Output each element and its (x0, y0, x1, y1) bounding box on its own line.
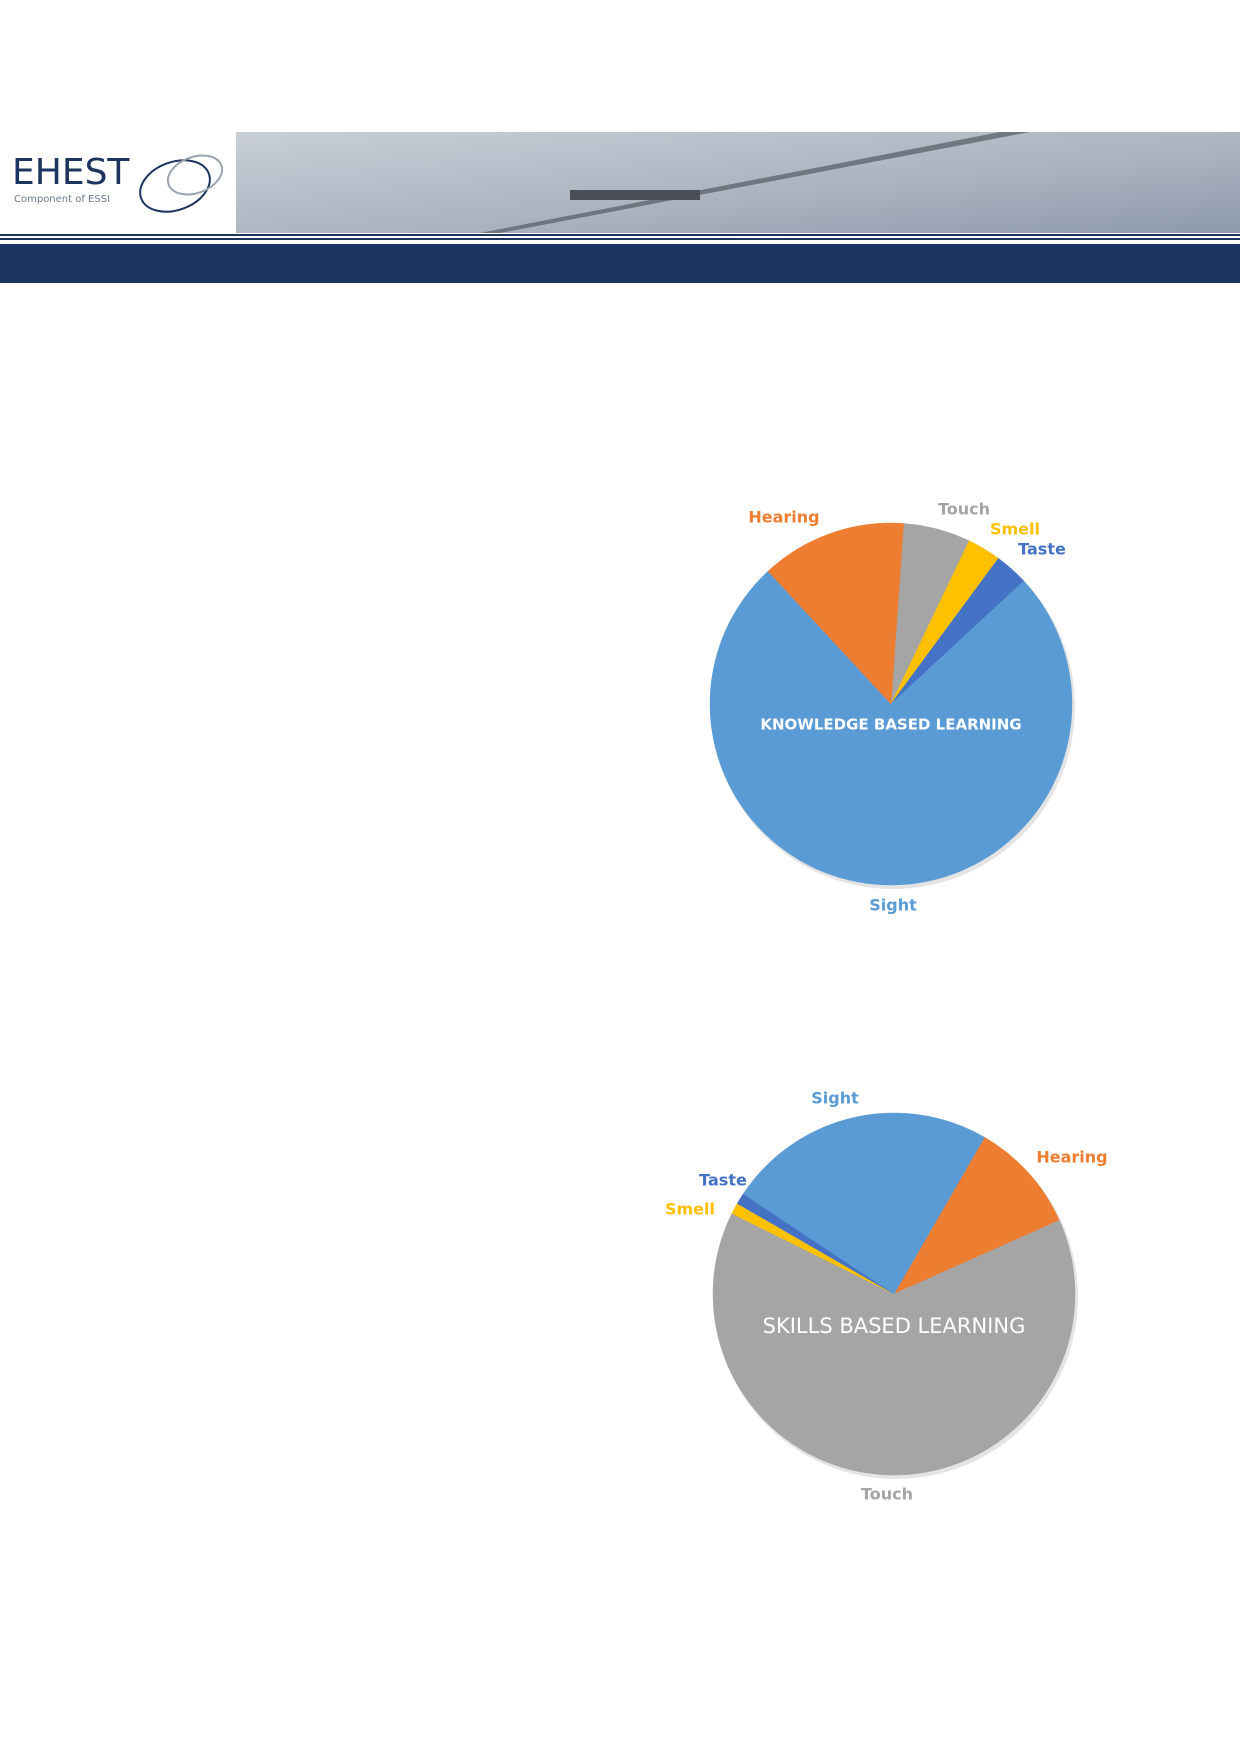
pie-slice (712, 1213, 1076, 1476)
pie-slice (742, 1112, 985, 1295)
rule (0, 238, 1240, 240)
slice-label: Hearing (748, 508, 819, 527)
slice-label: Smell (665, 1200, 715, 1219)
pie-slice (709, 570, 1073, 886)
slice-label: Taste (1018, 540, 1066, 559)
banner-image (236, 132, 1240, 233)
rule (0, 234, 1240, 236)
chart-title: KNOWLEDGE BASED LEARNING (760, 716, 1021, 734)
logo-mark (139, 154, 224, 213)
logo: EHEST (12, 152, 130, 193)
chart-title: SKILLS BASED LEARNING (763, 1314, 1026, 1338)
tagline: Component of ESSI (14, 194, 110, 205)
pie-slice (767, 522, 904, 705)
slice-label: Sight (811, 1089, 859, 1108)
header-bar (0, 244, 1240, 283)
slice-label: Hearing (1036, 1148, 1107, 1167)
slice-label: Sight (869, 896, 917, 915)
rotor-hub (570, 190, 700, 200)
slice-label: Touch (861, 1485, 913, 1504)
slice-label: Taste (699, 1171, 747, 1190)
rotor-blade (480, 132, 1030, 233)
slice-label: Touch (938, 500, 990, 519)
logo-area (0, 132, 236, 233)
pie-slice (893, 1136, 1060, 1295)
slice-label: Smell (990, 520, 1040, 539)
